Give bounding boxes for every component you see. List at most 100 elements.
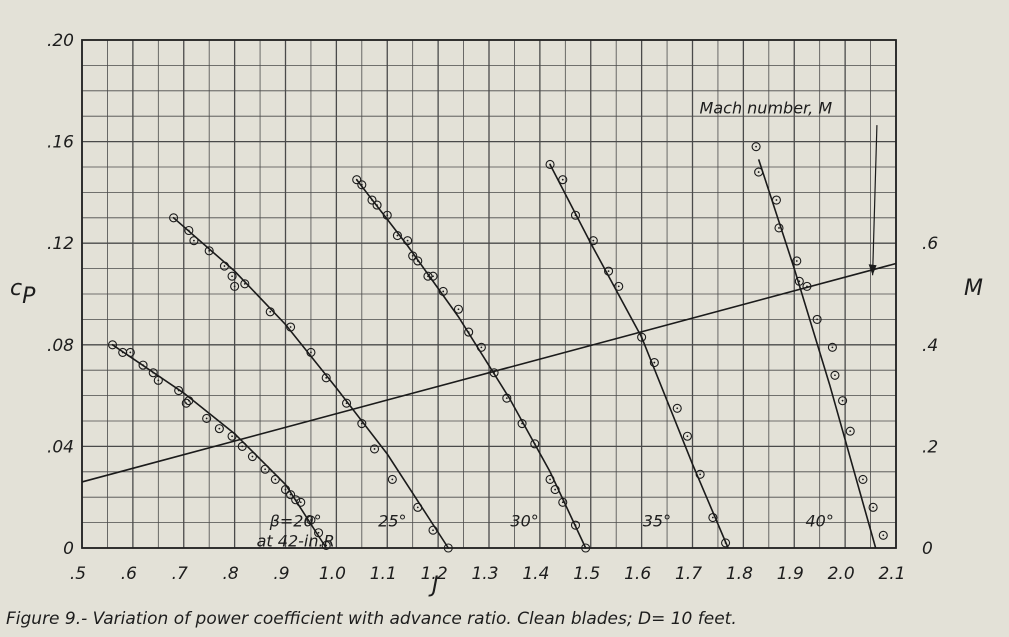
data-point-center [676, 407, 679, 410]
x-tick-label: 1.3 [471, 564, 498, 584]
data-point [189, 236, 199, 246]
data-point-center [862, 478, 864, 481]
data-point [296, 497, 306, 507]
data-point [413, 256, 423, 266]
data-point [240, 279, 250, 289]
data-point [286, 322, 296, 332]
data-point-center [416, 506, 419, 509]
data-point [637, 332, 647, 342]
data-point-center [467, 331, 470, 333]
x-tick-label: 1.5 [573, 564, 600, 584]
data-point [169, 213, 179, 223]
data-point-center [373, 448, 376, 450]
x-tick-label: 1.6 [624, 564, 651, 584]
series-label: β=20° [269, 511, 322, 530]
y2-tick-label: 0 [922, 539, 933, 559]
data-point [138, 360, 148, 370]
data-point [545, 159, 555, 170]
series-layer [81, 142, 897, 553]
mach-number-label: Mach number, M [700, 99, 833, 118]
data-point [148, 368, 158, 378]
data-point-center [834, 374, 836, 377]
data-point-center [416, 260, 419, 262]
data-point-center [157, 379, 160, 382]
data-point [387, 474, 397, 484]
data-point-center [447, 547, 450, 549]
data-point [306, 347, 316, 357]
data-point-center [549, 163, 551, 166]
data-point [247, 452, 257, 462]
series-labels: β=20°at 42-in.R 25° 30° 35° 40° Mach number, … [257, 99, 878, 550]
data-point-center [274, 478, 277, 481]
data-point [604, 266, 614, 276]
data-point [530, 439, 540, 449]
y2-tick-label: .2 [922, 437, 938, 457]
x-tick-label: 1.8 [726, 564, 753, 584]
data-point [428, 525, 438, 535]
x-tick-label: 2.0 [828, 564, 855, 584]
data-point-center [755, 145, 757, 148]
data-point-center [554, 488, 557, 491]
series-line-2 [356, 179, 587, 549]
y-tick-label: .04 [47, 437, 74, 457]
data-point-center [284, 488, 287, 491]
data-point-center [724, 542, 727, 544]
data-point-center [561, 501, 564, 504]
data-point-center [187, 399, 190, 402]
data-point-center [849, 430, 852, 433]
mach-number-line [81, 262, 897, 483]
data-point-center [584, 547, 587, 549]
data-point [682, 431, 692, 441]
data-point [204, 246, 214, 256]
data-point-center [310, 351, 312, 354]
data-point [107, 340, 118, 350]
data-point [812, 314, 822, 324]
mach-arrowhead [868, 264, 877, 276]
data-point [184, 225, 194, 236]
data-point-center [391, 478, 394, 481]
data-point [321, 540, 331, 551]
data-point [438, 286, 448, 297]
data-point [754, 167, 764, 177]
data-point [570, 210, 581, 220]
mach-arrow [871, 125, 878, 276]
data-point [423, 271, 433, 281]
data-point-center [617, 285, 620, 288]
data-point-center [432, 275, 434, 278]
data-point-center [231, 435, 233, 438]
data-point [792, 256, 802, 266]
data-point [214, 424, 224, 434]
data-point [708, 512, 718, 523]
data-point [202, 413, 212, 424]
data-point [827, 342, 837, 352]
data-point-center [218, 427, 221, 430]
data-point-center [882, 534, 885, 537]
data-point [382, 210, 392, 220]
data-point-center [757, 171, 760, 173]
data-point [550, 485, 560, 495]
data-point [237, 441, 247, 451]
data-point [227, 271, 237, 281]
data-point-center [317, 531, 320, 534]
data-point-center [251, 455, 254, 458]
data-point [558, 175, 568, 185]
data-point [265, 307, 275, 317]
data-point [314, 528, 324, 538]
data-point-center [172, 216, 175, 219]
data-point [321, 373, 331, 383]
data-point-center [345, 402, 348, 405]
x-tick-label: 1.9 [777, 564, 804, 584]
data-point [306, 515, 316, 525]
y2-tick-label: .4 [922, 336, 938, 356]
data-point-center [442, 290, 445, 293]
x-tick-label: .5 [70, 564, 86, 584]
series-label: 35° [643, 511, 671, 530]
x-tick-label: 1.4 [522, 564, 549, 584]
figure-caption: Figure 9.- Variation of power coefficien… [6, 609, 737, 629]
data-point [868, 502, 878, 512]
data-point-center [376, 204, 378, 207]
data-point-center [205, 417, 208, 420]
x-tick-label: 1.2 [421, 564, 448, 584]
data-point [502, 393, 512, 403]
data-point [830, 370, 840, 380]
